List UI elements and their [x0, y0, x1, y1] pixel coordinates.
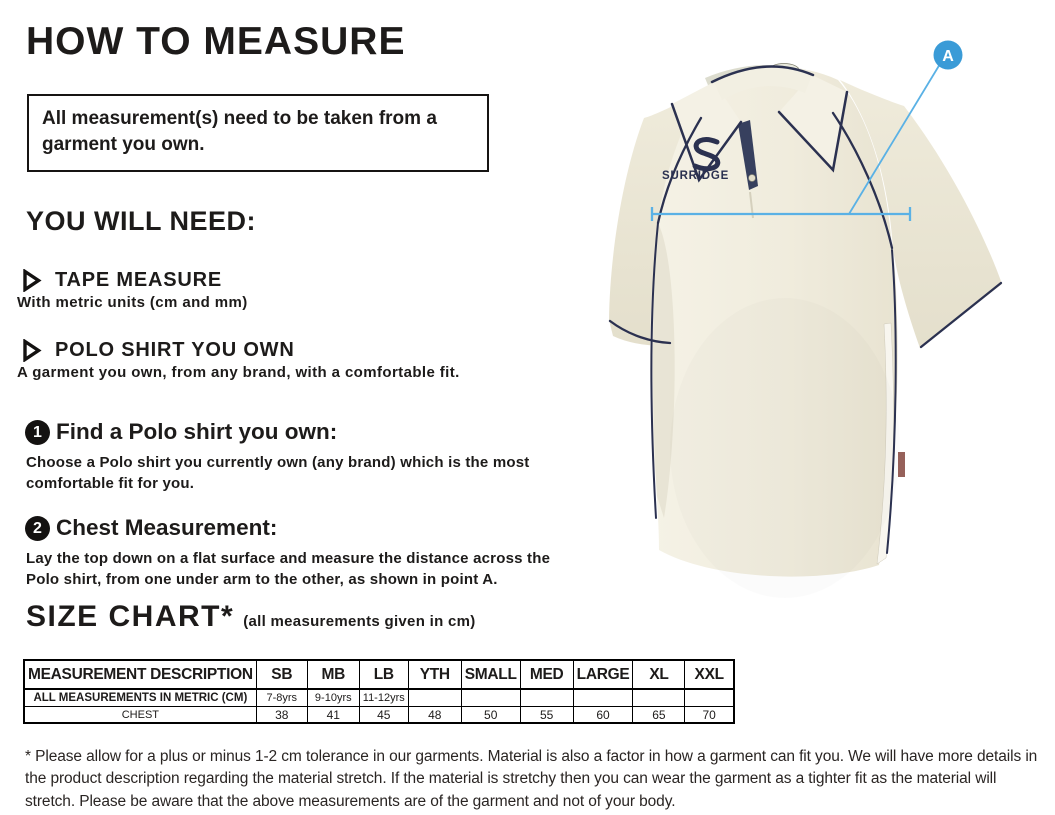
left-sleeve: [609, 92, 700, 346]
table-header-row: MEASUREMENT DESCRIPTION SB MB LB YTH SMA…: [23, 659, 735, 690]
step-1-title: Find a Polo shirt you own:: [56, 419, 338, 444]
side-tag: [898, 452, 905, 477]
need-item-title: POLO SHIRT YOU OWN: [55, 339, 295, 361]
marker-a-label: A: [942, 48, 954, 65]
marker-a-badge: [933, 40, 963, 70]
tolerance-footnote: * Please allow for a plus or minus 1-2 c…: [25, 748, 1038, 810]
table-cell: [460, 688, 521, 707]
table-cell: [684, 688, 735, 707]
table-cell: [572, 688, 634, 707]
fold-shading: [670, 298, 900, 598]
table-cell: 50: [460, 706, 521, 724]
step-1-number-badge: 1: [25, 420, 50, 445]
table-cell: 55: [519, 706, 574, 724]
step-2-description: Lay the top down on a flat surface and m…: [26, 550, 551, 588]
page-title: HOW TO MEASURE: [26, 20, 406, 63]
table-row-chest: CHEST 38 41 45 48 50 55 60 65 70: [23, 706, 735, 724]
size-chart-subtitle: (all measurements given in cm): [243, 613, 476, 630]
table-cell: [632, 688, 686, 707]
table-cell: 65: [632, 706, 686, 724]
step-2: 2 Chest Measurement: Lay the top down on…: [0, 515, 600, 610]
header-cell: LB: [358, 659, 409, 690]
header-cell: XL: [632, 659, 686, 690]
notice-text: All measurement(s) need to be taken from…: [42, 108, 437, 155]
table-cell: 41: [306, 706, 360, 724]
table-cell: CHEST: [23, 706, 257, 724]
polo-shirt-image: SURRIDGE A: [608, 40, 1003, 598]
placket: [738, 120, 758, 190]
table-cell: 70: [684, 706, 735, 724]
triangle-bullet-icon: [22, 338, 42, 367]
need-item-tape-measure: TAPE MEASURE With metric units (cm and m…: [0, 268, 600, 329]
need-item-polo-shirt: POLO SHIRT YOU OWN A garment you own, fr…: [0, 338, 600, 399]
table-cell: 9-10yrs: [306, 688, 360, 707]
header-cell: YTH: [407, 659, 462, 690]
need-item-description: A garment you own, from any brand, with …: [17, 364, 460, 381]
fold-shading: [652, 223, 675, 518]
notice-box: All measurement(s) need to be taken from…: [27, 94, 489, 172]
table-cell: 11-12yrs: [358, 688, 409, 707]
table-cell: 45: [358, 706, 409, 724]
header-cell: MED: [519, 659, 574, 690]
table-cell: 7-8yrs: [255, 688, 308, 707]
chest-measurement-line: [650, 63, 941, 221]
size-chart-heading: SIZE CHART* (all measurements given in c…: [26, 600, 476, 634]
table-cell: 48: [407, 706, 462, 724]
step-1-description: Choose a Polo shirt you currently own (a…: [26, 454, 530, 492]
table-cell: 38: [255, 706, 308, 724]
collar-right-point: [779, 75, 847, 170]
you-will-need-heading: YOU WILL NEED:: [26, 206, 257, 236]
right-sleeve: [840, 80, 1002, 348]
size-chart-title: SIZE CHART*: [26, 600, 235, 633]
side-panel: [876, 322, 894, 565]
table-row-ages: ALL MEASUREMENTS IN METRIC (CM) 7-8yrs 9…: [23, 688, 735, 707]
step-1: 1 Find a Polo shirt you own: Choose a Po…: [0, 419, 600, 514]
shirt-body: [649, 67, 898, 577]
step-2-number-badge: 2: [25, 516, 50, 541]
table-cell: 60: [572, 706, 634, 724]
header-cell: SMALL: [460, 659, 521, 690]
button: [748, 174, 756, 182]
need-item-title: TAPE MEASURE: [55, 269, 223, 291]
need-item-description: With metric units (cm and mm): [17, 294, 248, 311]
collar-left-point: [672, 82, 741, 180]
collar-band: [714, 66, 812, 100]
table-cell: [519, 688, 574, 707]
navy-piping: [608, 65, 1003, 554]
header-cell: LARGE: [572, 659, 634, 690]
table-cell: [407, 688, 462, 707]
polo-shirt-diagram: SURRIDGE A: [600, 18, 1030, 603]
header-cell: MEASUREMENT DESCRIPTION: [23, 659, 257, 690]
header-cell: XXL: [684, 659, 735, 690]
brand-wordmark: SURRIDGE: [662, 170, 729, 182]
header-cell: SB: [255, 659, 308, 690]
step-2-title: Chest Measurement:: [56, 515, 278, 540]
surridge-s-logo-icon: [692, 137, 721, 172]
table-cell: ALL MEASUREMENTS IN METRIC (CM): [23, 688, 257, 707]
triangle-bullet-icon: [22, 268, 42, 297]
header-cell: MB: [306, 659, 360, 690]
size-chart-table: MEASUREMENT DESCRIPTION SB MB LB YTH SMA…: [23, 659, 735, 724]
